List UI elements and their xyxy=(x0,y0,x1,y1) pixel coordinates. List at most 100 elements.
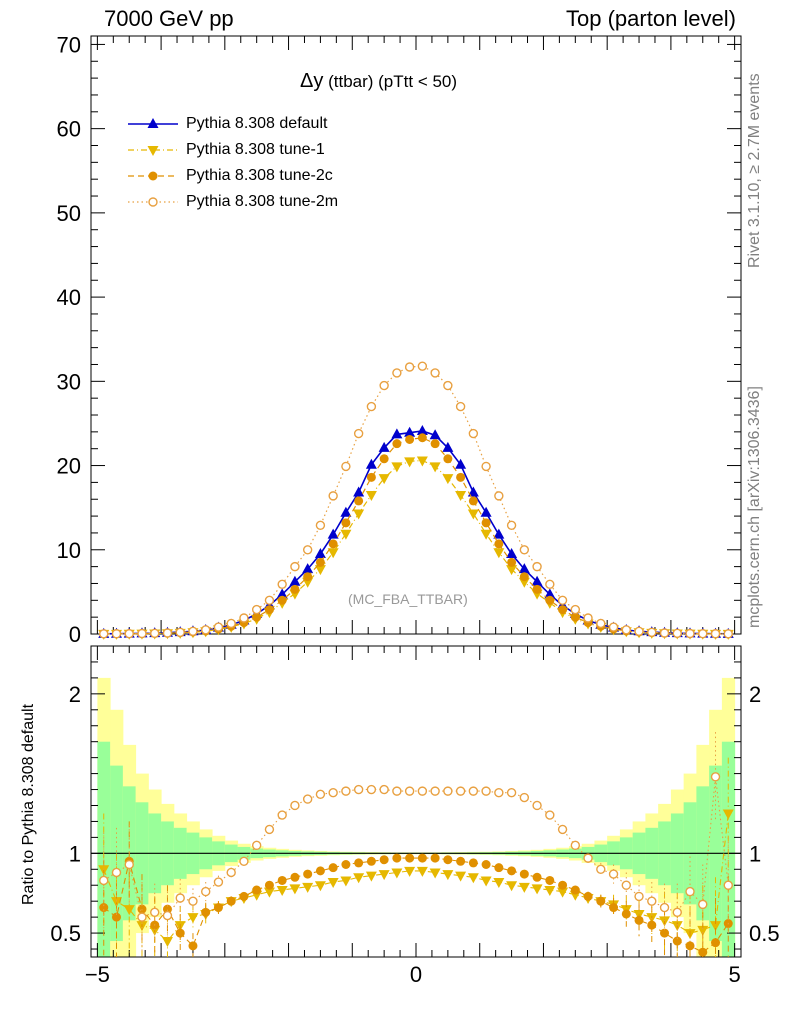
ratio-data-point xyxy=(430,853,440,863)
ratio-data-point xyxy=(583,891,593,901)
main-data-point xyxy=(608,622,619,632)
main-data-point xyxy=(341,461,351,472)
ratio-data-point xyxy=(429,868,441,879)
main-data-point xyxy=(404,457,416,468)
ratio-data-point xyxy=(99,875,109,886)
ratio-data-point xyxy=(608,869,619,879)
legend-label-tune2m: Pythia 8.308 tune-2m xyxy=(186,193,339,210)
main-data-point xyxy=(659,628,670,638)
main-series-line xyxy=(103,437,729,635)
main-data-point xyxy=(621,625,631,635)
ratio-data-point xyxy=(379,784,389,795)
ratio-data-point xyxy=(531,884,543,895)
ratio-data-point xyxy=(634,891,644,902)
ratio-data-point xyxy=(263,887,275,898)
ratio-data-point xyxy=(365,871,377,882)
main-data-point xyxy=(404,426,416,437)
main-data-point xyxy=(429,429,441,440)
header-left: 7000 GeV pp xyxy=(104,6,234,31)
ratio-data-point xyxy=(405,853,415,863)
ratio-data-point xyxy=(468,786,479,796)
main-series-3 xyxy=(99,361,733,639)
ratio-data-point xyxy=(685,886,695,897)
ratio-data-point xyxy=(315,866,325,876)
main-data-point xyxy=(698,628,708,639)
main-data-point xyxy=(468,428,479,439)
main-data-point xyxy=(314,565,326,576)
main-y-tick-label: 20 xyxy=(57,454,81,479)
ratio-data-point xyxy=(340,876,352,887)
ratio-data-point xyxy=(698,947,708,957)
main-y-tick-label: 50 xyxy=(57,201,81,226)
ratio-data-point xyxy=(366,784,377,795)
main-series-1 xyxy=(98,456,734,640)
ratio-y-tick-label: 1 xyxy=(69,841,81,866)
ratio-data-point xyxy=(213,903,223,913)
ratio-data-point xyxy=(252,885,262,895)
main-data-point xyxy=(480,506,492,517)
main-data-point xyxy=(545,579,555,590)
main-y-tick-label: 40 xyxy=(57,285,81,310)
ratio-data-point xyxy=(353,784,364,795)
ratio-data-point xyxy=(685,941,695,951)
ratio-data-point xyxy=(672,907,682,918)
main-data-point xyxy=(303,572,313,582)
ratio-data-point xyxy=(647,896,657,906)
legend-marker-0 xyxy=(128,118,178,128)
ratio-data-point xyxy=(353,873,365,884)
main-data-point xyxy=(328,539,338,549)
ratio-data-point xyxy=(596,864,606,874)
ratio-y-tick-label: 2 xyxy=(69,682,81,707)
main-data-point xyxy=(455,401,466,412)
ratio-data-point xyxy=(366,856,376,866)
main-data-point xyxy=(429,462,441,473)
main-data-point xyxy=(99,629,109,639)
ratio-data-point xyxy=(162,910,173,921)
ratio-data-point xyxy=(289,884,301,895)
ratio-data-point xyxy=(416,866,428,877)
ratio-data-point xyxy=(443,786,453,796)
main-data-point xyxy=(365,491,377,502)
main-data-point xyxy=(416,456,428,467)
ratio-data-point xyxy=(443,855,453,865)
main-data-point xyxy=(226,618,236,629)
ratio-data-point xyxy=(175,893,185,903)
ratio-data-point xyxy=(698,899,708,910)
ratio-data-point xyxy=(187,913,199,924)
main-data-point xyxy=(710,629,721,639)
main-data-point xyxy=(519,545,530,555)
main-data-point xyxy=(417,361,428,371)
ratio-data-point xyxy=(455,871,467,882)
ratio-data-point xyxy=(417,853,427,863)
ratio-data-point xyxy=(328,863,338,873)
ratio-data-point xyxy=(99,903,109,913)
main-data-point xyxy=(264,595,275,606)
ratio-data-point xyxy=(710,772,721,782)
main-data-point xyxy=(289,575,301,586)
ratio-data-point xyxy=(341,786,351,796)
main-data-point xyxy=(314,547,326,558)
main-data-point xyxy=(341,518,351,528)
main-data-point xyxy=(328,491,338,501)
main-data-point xyxy=(150,628,160,639)
main-data-point xyxy=(532,584,542,594)
main-data-point xyxy=(672,628,682,639)
main-data-point xyxy=(443,380,453,391)
main-data-point xyxy=(570,612,580,622)
main-data-point xyxy=(302,545,313,555)
ratio-x-tick-label: 5 xyxy=(729,962,741,987)
ratio-data-point xyxy=(507,866,517,876)
ratio-data-point xyxy=(226,867,236,878)
ratio-data-point xyxy=(519,792,530,803)
ratio-data-point xyxy=(621,880,631,890)
main-series-0 xyxy=(98,425,734,638)
ratio-data-point xyxy=(723,880,733,890)
main-data-point xyxy=(493,528,505,539)
ratio-data-point xyxy=(302,882,314,893)
main-y-tick-label: 70 xyxy=(57,32,81,57)
main-data-point xyxy=(366,472,376,482)
ratio-data-point xyxy=(583,853,593,863)
ratio-data-point xyxy=(341,859,351,869)
analysis-tag: (MC_FBA_TTBAR) xyxy=(348,591,468,607)
main-data-point xyxy=(442,441,454,452)
